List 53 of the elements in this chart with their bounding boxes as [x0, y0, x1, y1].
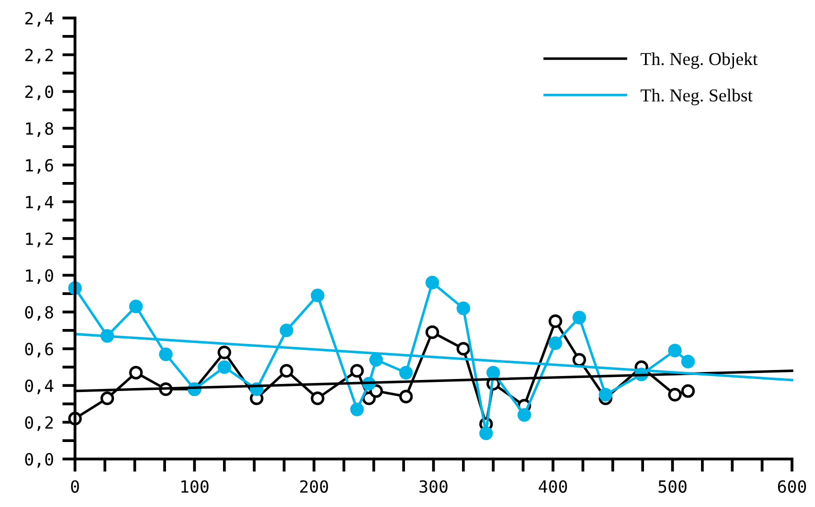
- y-tick-label: 2,0: [25, 86, 54, 100]
- point: [129, 300, 143, 314]
- point: [548, 336, 562, 350]
- point: [572, 310, 586, 324]
- y-tick-label: 1,0: [26, 269, 54, 284]
- x-tick-label: 0: [71, 480, 79, 493]
- point: [668, 388, 682, 402]
- x-tick-label: 400: [538, 480, 567, 493]
- point: [310, 288, 324, 302]
- point: [598, 388, 612, 402]
- point: [280, 324, 294, 338]
- y-tick-label: 1,4: [26, 196, 54, 210]
- point: [218, 346, 232, 360]
- x-tick-label: 200: [300, 480, 328, 493]
- point: [456, 342, 470, 356]
- point: [456, 302, 470, 316]
- point: [369, 352, 383, 367]
- y-tick-label: 0,6: [25, 342, 54, 358]
- x-tick-label: 600: [778, 480, 806, 493]
- legend-label: Th. Neg. Selbst: [640, 88, 753, 106]
- point: [681, 354, 695, 368]
- y-tick-label: 0,4: [25, 380, 54, 394]
- y-tick-label: 0,0: [25, 453, 54, 468]
- point: [159, 347, 173, 362]
- y-tick-label: 0,2: [25, 416, 53, 431]
- y-tick-label: 2,2: [25, 48, 53, 64]
- point: [486, 366, 500, 380]
- y-tick-label: 1,8: [26, 122, 54, 137]
- point: [681, 384, 695, 398]
- y-tick-label: 0,8: [25, 306, 54, 321]
- y-tick-label: 1,6: [26, 159, 54, 174]
- x-tick-label: 500: [658, 480, 686, 493]
- legend-label: Th. Neg. Objekt: [640, 52, 758, 69]
- point: [399, 390, 413, 404]
- y-tick-label: 2,4: [25, 12, 54, 27]
- point: [426, 325, 440, 340]
- point: [572, 352, 586, 367]
- point: [479, 426, 493, 440]
- point: [350, 364, 364, 378]
- point: [518, 408, 532, 422]
- point: [310, 392, 324, 406]
- point: [280, 364, 294, 378]
- point: [399, 366, 413, 380]
- point: [218, 360, 232, 374]
- x-tick-label: 300: [420, 480, 448, 493]
- point: [100, 392, 114, 406]
- point: [129, 366, 143, 380]
- y-tick-label: 1,2: [26, 232, 53, 248]
- point: [426, 276, 440, 290]
- point: [350, 402, 364, 416]
- point: [668, 344, 682, 358]
- x-tick-label: 100: [181, 480, 208, 493]
- point: [548, 314, 562, 328]
